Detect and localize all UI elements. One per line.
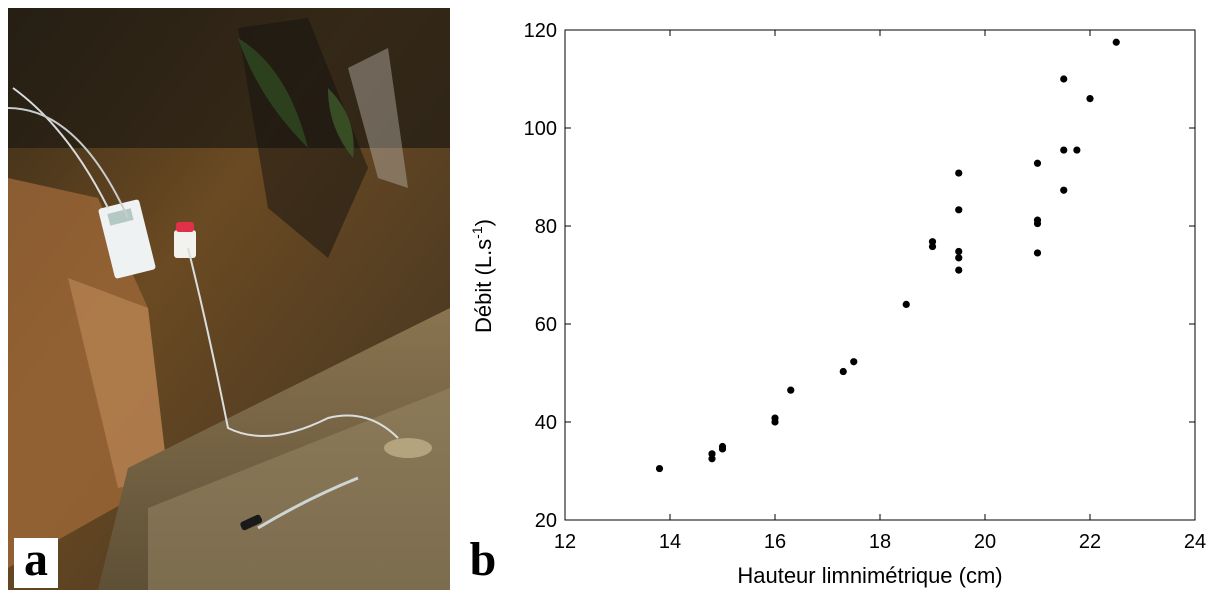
data-point <box>955 206 963 214</box>
data-point <box>928 238 937 246</box>
y-axis-label-superscript: -1 <box>469 226 485 239</box>
y-tick-label: 80 <box>535 216 557 238</box>
x-tick-label: 16 <box>764 531 786 553</box>
x-tick-label: 14 <box>659 531 681 553</box>
data-point <box>1060 186 1068 194</box>
data-point <box>1073 146 1081 154</box>
y-axis-label: Débit (L.s-1) <box>469 219 496 333</box>
data-point <box>718 442 727 451</box>
data-point <box>1112 38 1120 46</box>
y-tick-label: 100 <box>524 118 557 140</box>
data-point <box>850 358 858 366</box>
data-point <box>655 464 664 473</box>
data-point <box>955 266 963 274</box>
y-axis-ticks: 20 40 60 80 100 120 <box>524 20 1195 532</box>
y-tick-label: 120 <box>524 20 557 42</box>
x-axis-label: Hauteur limnimétrique (cm) <box>737 563 1002 588</box>
data-point <box>839 367 847 376</box>
data-point <box>1033 159 1042 167</box>
data-point <box>955 169 963 177</box>
data-point <box>955 254 963 262</box>
x-tick-label: 22 <box>1079 531 1101 553</box>
y-tick-label: 20 <box>535 510 557 532</box>
x-tick-label: 24 <box>1184 531 1206 553</box>
chart-axes <box>564 29 1196 521</box>
data-point <box>1060 75 1068 83</box>
y-tick-label: 40 <box>535 412 557 434</box>
y-tick-label: 60 <box>535 314 557 336</box>
data-point <box>771 414 779 422</box>
data-point <box>1033 249 1042 257</box>
x-tick-label: 20 <box>974 531 996 553</box>
data-point <box>787 386 795 394</box>
data-point <box>955 247 963 256</box>
y-axis-label-end: ) <box>471 219 496 226</box>
data-point <box>1086 95 1094 103</box>
data-point <box>902 300 910 308</box>
panel-label-b: b <box>459 536 507 592</box>
scatter-chart-panel: 12 14 16 18 20 22 24 20 40 60 80 100 120 Hauteur li… <box>455 0 1218 595</box>
panel-label-a: a <box>14 536 58 588</box>
x-axis-ticks: 12 14 16 18 20 22 24 <box>554 30 1206 553</box>
plot-frame <box>564 29 1196 521</box>
x-tick-label: 12 <box>554 531 576 553</box>
field-photo-illustration <box>8 8 450 590</box>
y-axis-label-main: Débit (L.s <box>471 239 496 333</box>
data-points <box>655 38 1120 473</box>
data-point <box>1060 146 1068 154</box>
x-tick-label: 18 <box>869 531 891 553</box>
field-photo <box>8 8 450 590</box>
scatter-chart: 12 14 16 18 20 22 24 20 40 60 80 100 120 Hauteur li… <box>469 20 1206 588</box>
data-point <box>1033 216 1042 224</box>
data-point <box>708 450 716 458</box>
